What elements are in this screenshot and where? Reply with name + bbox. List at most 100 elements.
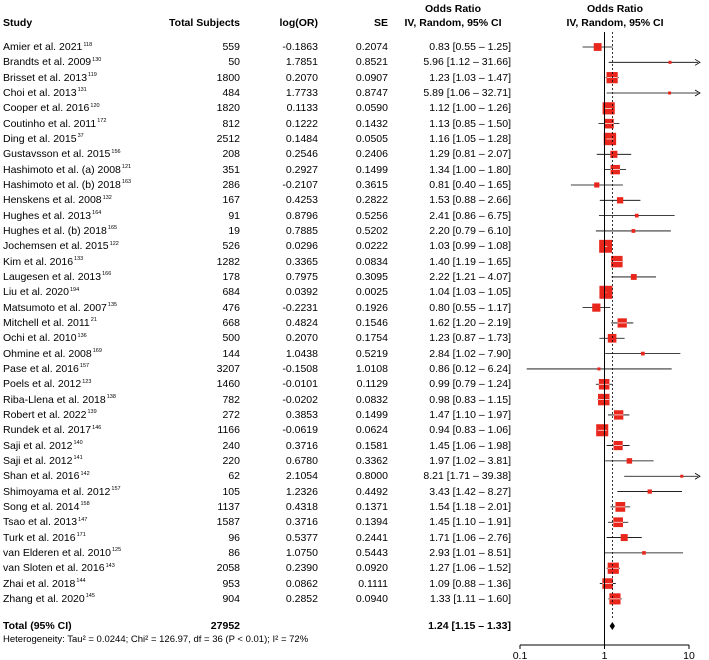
study-ref: 147 xyxy=(78,516,88,523)
study-name-text: Kim et al. 2016 xyxy=(3,255,74,268)
study-name: Jochemsen et al. 2015122 xyxy=(3,240,119,252)
study-subjects: 240 xyxy=(222,439,240,452)
study-se: 0.2406 xyxy=(355,148,388,161)
study-name-text: Shan et al. 2016 xyxy=(3,470,80,483)
study-name: Kim et al. 2016133 xyxy=(3,256,83,268)
study-ci: 2.20 [0.79 – 6.10] xyxy=(429,224,511,237)
total-label: Total (95% CI) xyxy=(3,620,72,632)
study-subjects: 500 xyxy=(222,332,240,345)
study-logor: 2.1054 xyxy=(285,470,318,483)
study-ref: 118 xyxy=(83,41,93,48)
study-name: Robert et al. 2022139 xyxy=(3,409,97,421)
study-se: 0.1926 xyxy=(355,301,388,314)
study-se: 1.0108 xyxy=(355,362,388,375)
study-ref: 172 xyxy=(97,118,107,125)
study-ref: 158 xyxy=(80,501,90,508)
study-se: 0.8747 xyxy=(355,86,388,99)
study-se: 0.0834 xyxy=(355,255,388,268)
study-logor: -0.0619 xyxy=(282,424,318,437)
study-ci: 1.34 [1.00 – 1.80] xyxy=(429,163,511,176)
study-logor: -0.1508 xyxy=(282,362,318,375)
study-name: Liu et al. 2020194 xyxy=(3,286,79,298)
study-subjects: 1166 xyxy=(217,424,240,437)
study-logor: -0.0101 xyxy=(282,378,318,391)
study-ci: 1.47 [1.10 – 1.97] xyxy=(429,408,511,421)
study-subjects: 2512 xyxy=(216,132,240,145)
study-name: Tsao et al. 2013147 xyxy=(3,516,87,528)
study-name: Zhang et al. 2020145 xyxy=(3,593,95,605)
study-name-text: Hughes et al. (b) 2018 xyxy=(3,224,107,237)
study-subjects: 953 xyxy=(222,577,240,590)
study-subjects: 167 xyxy=(222,194,240,207)
study-name-text: Saji et al. 2012 xyxy=(3,454,73,467)
study-logor: 0.2852 xyxy=(285,592,318,605)
study-ci: 0.83 [0.55 – 1.25] xyxy=(429,41,511,53)
study-subjects: 178 xyxy=(222,270,240,283)
study-ci: 1.33 [1.11 – 1.60] xyxy=(430,592,511,605)
study-logor: 0.2070 xyxy=(285,332,318,345)
study-ref: 164 xyxy=(92,210,102,217)
study-name: van Sloten et al. 2016143 xyxy=(3,562,115,574)
study-ref: 130 xyxy=(92,56,102,63)
study-logor: 0.2927 xyxy=(285,163,318,176)
study-ci: 1.45 [1.10 – 1.91] xyxy=(429,516,511,529)
study-ci: 1.40 [1.19 – 1.65] xyxy=(429,255,511,268)
study-subjects: 904 xyxy=(222,592,240,605)
study-name: Ding et al. 201537 xyxy=(3,133,84,145)
study-ci: 1.53 [0.88 – 2.66] xyxy=(429,194,511,207)
study-logor: 0.2390 xyxy=(285,562,318,575)
study-subjects: 812 xyxy=(222,117,240,130)
study-ref: 132 xyxy=(102,194,112,201)
study-name: Hashimoto et al. (a) 2008121 xyxy=(3,164,131,176)
study-logor: 0.0392 xyxy=(285,286,318,299)
study-se: 0.0624 xyxy=(355,424,388,437)
study-name-text: Ochi et al. 2010 xyxy=(3,332,77,345)
study-se: 0.5256 xyxy=(355,209,388,222)
study-ref: 163 xyxy=(121,179,132,186)
study-subjects: 476 xyxy=(222,301,240,314)
header-or-line1: Odds Ratio xyxy=(424,3,481,15)
study-subjects: 1587 xyxy=(216,516,240,529)
study-logor: 0.1133 xyxy=(286,102,318,115)
study-ci: 1.97 [1.02 – 3.81] xyxy=(429,454,511,467)
study-ci: 1.29 [0.81 – 2.07] xyxy=(429,148,511,161)
study-ref: 37 xyxy=(77,133,84,140)
study-ci: 1.27 [1.06 – 1.52] xyxy=(429,562,511,575)
header-study: Study xyxy=(3,17,33,29)
study-logor: 0.4318 xyxy=(285,500,318,513)
study-ref: 131 xyxy=(77,87,87,94)
study-logor: 0.3365 xyxy=(285,255,318,268)
study-name-text: Jochemsen et al. 2015 xyxy=(3,240,109,253)
study-ci: 2.41 [0.86 – 6.75] xyxy=(429,209,511,222)
study-logor: 1.0750 xyxy=(285,546,318,559)
study-subjects: 272 xyxy=(222,408,240,421)
total-ci: 1.24 [1.15 – 1.33] xyxy=(428,620,511,632)
study-ci: 1.62 [1.20 – 2.19] xyxy=(429,316,511,329)
study-ref: 21 xyxy=(90,317,97,324)
study-name-text: Mitchell et al. 2011 xyxy=(3,316,90,329)
study-subjects: 286 xyxy=(222,178,240,191)
x-tick-label: 0.1 xyxy=(513,650,528,660)
study-se: 0.0940 xyxy=(355,592,388,605)
study-se: 0.0907 xyxy=(355,71,388,84)
study-name: Amier et al. 2021118 xyxy=(3,41,92,53)
study-ci: 0.80 [0.55 – 1.17] xyxy=(429,301,511,314)
study-name: Riba-Llena et al. 2018138 xyxy=(3,394,116,406)
study-se: 0.8000 xyxy=(355,470,388,483)
study-name-text: Cooper et al. 2016 xyxy=(3,102,90,115)
study-name: Saji et al. 2012141 xyxy=(3,455,83,467)
point-estimate-box xyxy=(668,60,672,64)
study-ref: 157 xyxy=(79,363,90,370)
study-logor: -0.0202 xyxy=(282,393,318,406)
study-se: 0.1111 xyxy=(358,577,388,590)
study-ci: 2.22 [1.21 – 4.07] xyxy=(429,270,511,283)
study-logor: 0.3716 xyxy=(285,439,318,452)
study-ci: 0.81 [0.40 – 1.65] xyxy=(429,178,511,191)
study-name: Mitchell et al. 201121 xyxy=(3,317,97,329)
study-ci: 0.98 [0.83 – 1.15] xyxy=(429,393,511,406)
ci-arrow xyxy=(694,472,701,480)
study-se: 0.5219 xyxy=(355,347,388,360)
study-name-text: Turk et al. 2016 xyxy=(3,531,76,544)
study-name-text: Choi et al. 2013 xyxy=(3,86,77,99)
study-ref: 120 xyxy=(90,102,100,109)
